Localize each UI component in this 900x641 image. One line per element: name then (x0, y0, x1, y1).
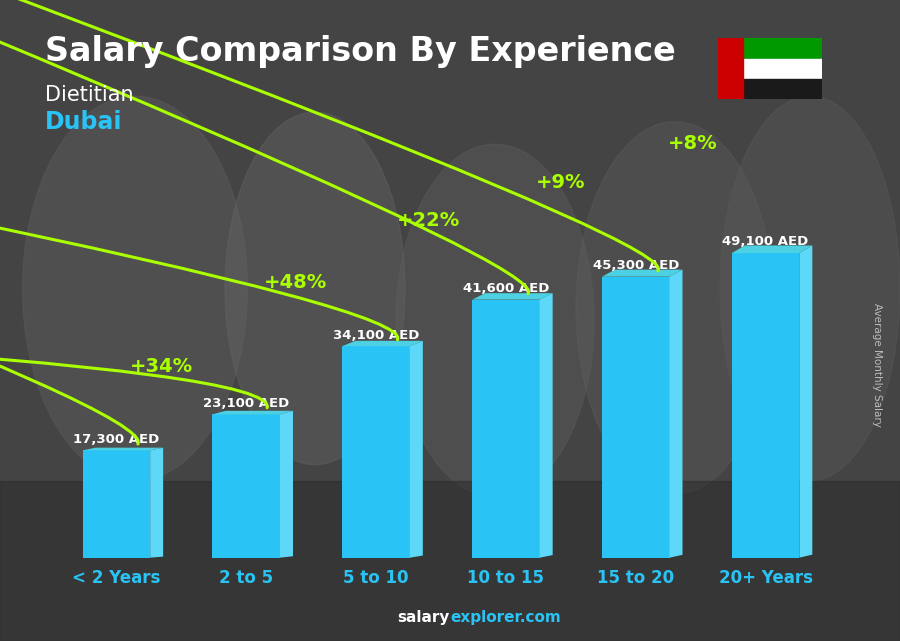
Polygon shape (150, 447, 163, 558)
Text: +48%: +48% (264, 273, 328, 292)
Text: 45,300 AED: 45,300 AED (592, 259, 679, 272)
Text: Average Monthly Salary: Average Monthly Salary (872, 303, 883, 428)
Text: 23,100 AED: 23,100 AED (203, 397, 290, 410)
Text: salary: salary (398, 610, 450, 625)
Text: 34,100 AED: 34,100 AED (333, 329, 419, 342)
Bar (718, 59, 822, 79)
Ellipse shape (22, 96, 248, 481)
Polygon shape (342, 346, 410, 558)
Text: Salary Comparison By Experience: Salary Comparison By Experience (45, 35, 676, 68)
Polygon shape (410, 341, 423, 558)
Polygon shape (602, 277, 670, 558)
Text: 41,600 AED: 41,600 AED (463, 282, 549, 295)
Bar (718, 79, 822, 99)
Text: 17,300 AED: 17,300 AED (73, 433, 159, 445)
Text: 49,100 AED: 49,100 AED (723, 235, 809, 249)
Ellipse shape (225, 112, 405, 465)
Text: Dietitian: Dietitian (45, 85, 133, 104)
Polygon shape (280, 411, 293, 558)
Polygon shape (472, 293, 553, 299)
Bar (718, 38, 743, 99)
Polygon shape (83, 451, 150, 558)
Text: +34%: +34% (130, 357, 194, 376)
Text: +8%: +8% (668, 134, 717, 153)
Polygon shape (212, 411, 293, 414)
Polygon shape (732, 246, 813, 253)
Polygon shape (799, 246, 813, 558)
Polygon shape (472, 299, 540, 558)
Polygon shape (212, 414, 280, 558)
Polygon shape (602, 270, 682, 277)
Ellipse shape (396, 144, 594, 497)
Polygon shape (670, 270, 682, 558)
Polygon shape (342, 341, 423, 346)
Text: explorer.com: explorer.com (450, 610, 561, 625)
Ellipse shape (720, 96, 900, 481)
Polygon shape (83, 447, 163, 451)
Text: +9%: +9% (536, 173, 585, 192)
Polygon shape (540, 293, 553, 558)
Bar (0, 481, 900, 641)
Bar (718, 38, 822, 59)
Text: +22%: +22% (396, 212, 460, 230)
Ellipse shape (576, 122, 774, 494)
Text: Dubai: Dubai (45, 110, 122, 134)
Polygon shape (732, 253, 799, 558)
